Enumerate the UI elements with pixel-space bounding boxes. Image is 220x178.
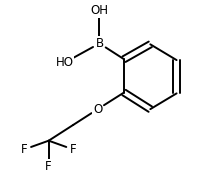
Text: OH: OH xyxy=(90,4,108,17)
Text: O: O xyxy=(93,103,102,116)
Text: B: B xyxy=(95,37,104,50)
Text: F: F xyxy=(45,160,52,173)
Text: HO: HO xyxy=(55,56,73,69)
Text: F: F xyxy=(21,143,28,156)
Text: F: F xyxy=(70,143,77,156)
